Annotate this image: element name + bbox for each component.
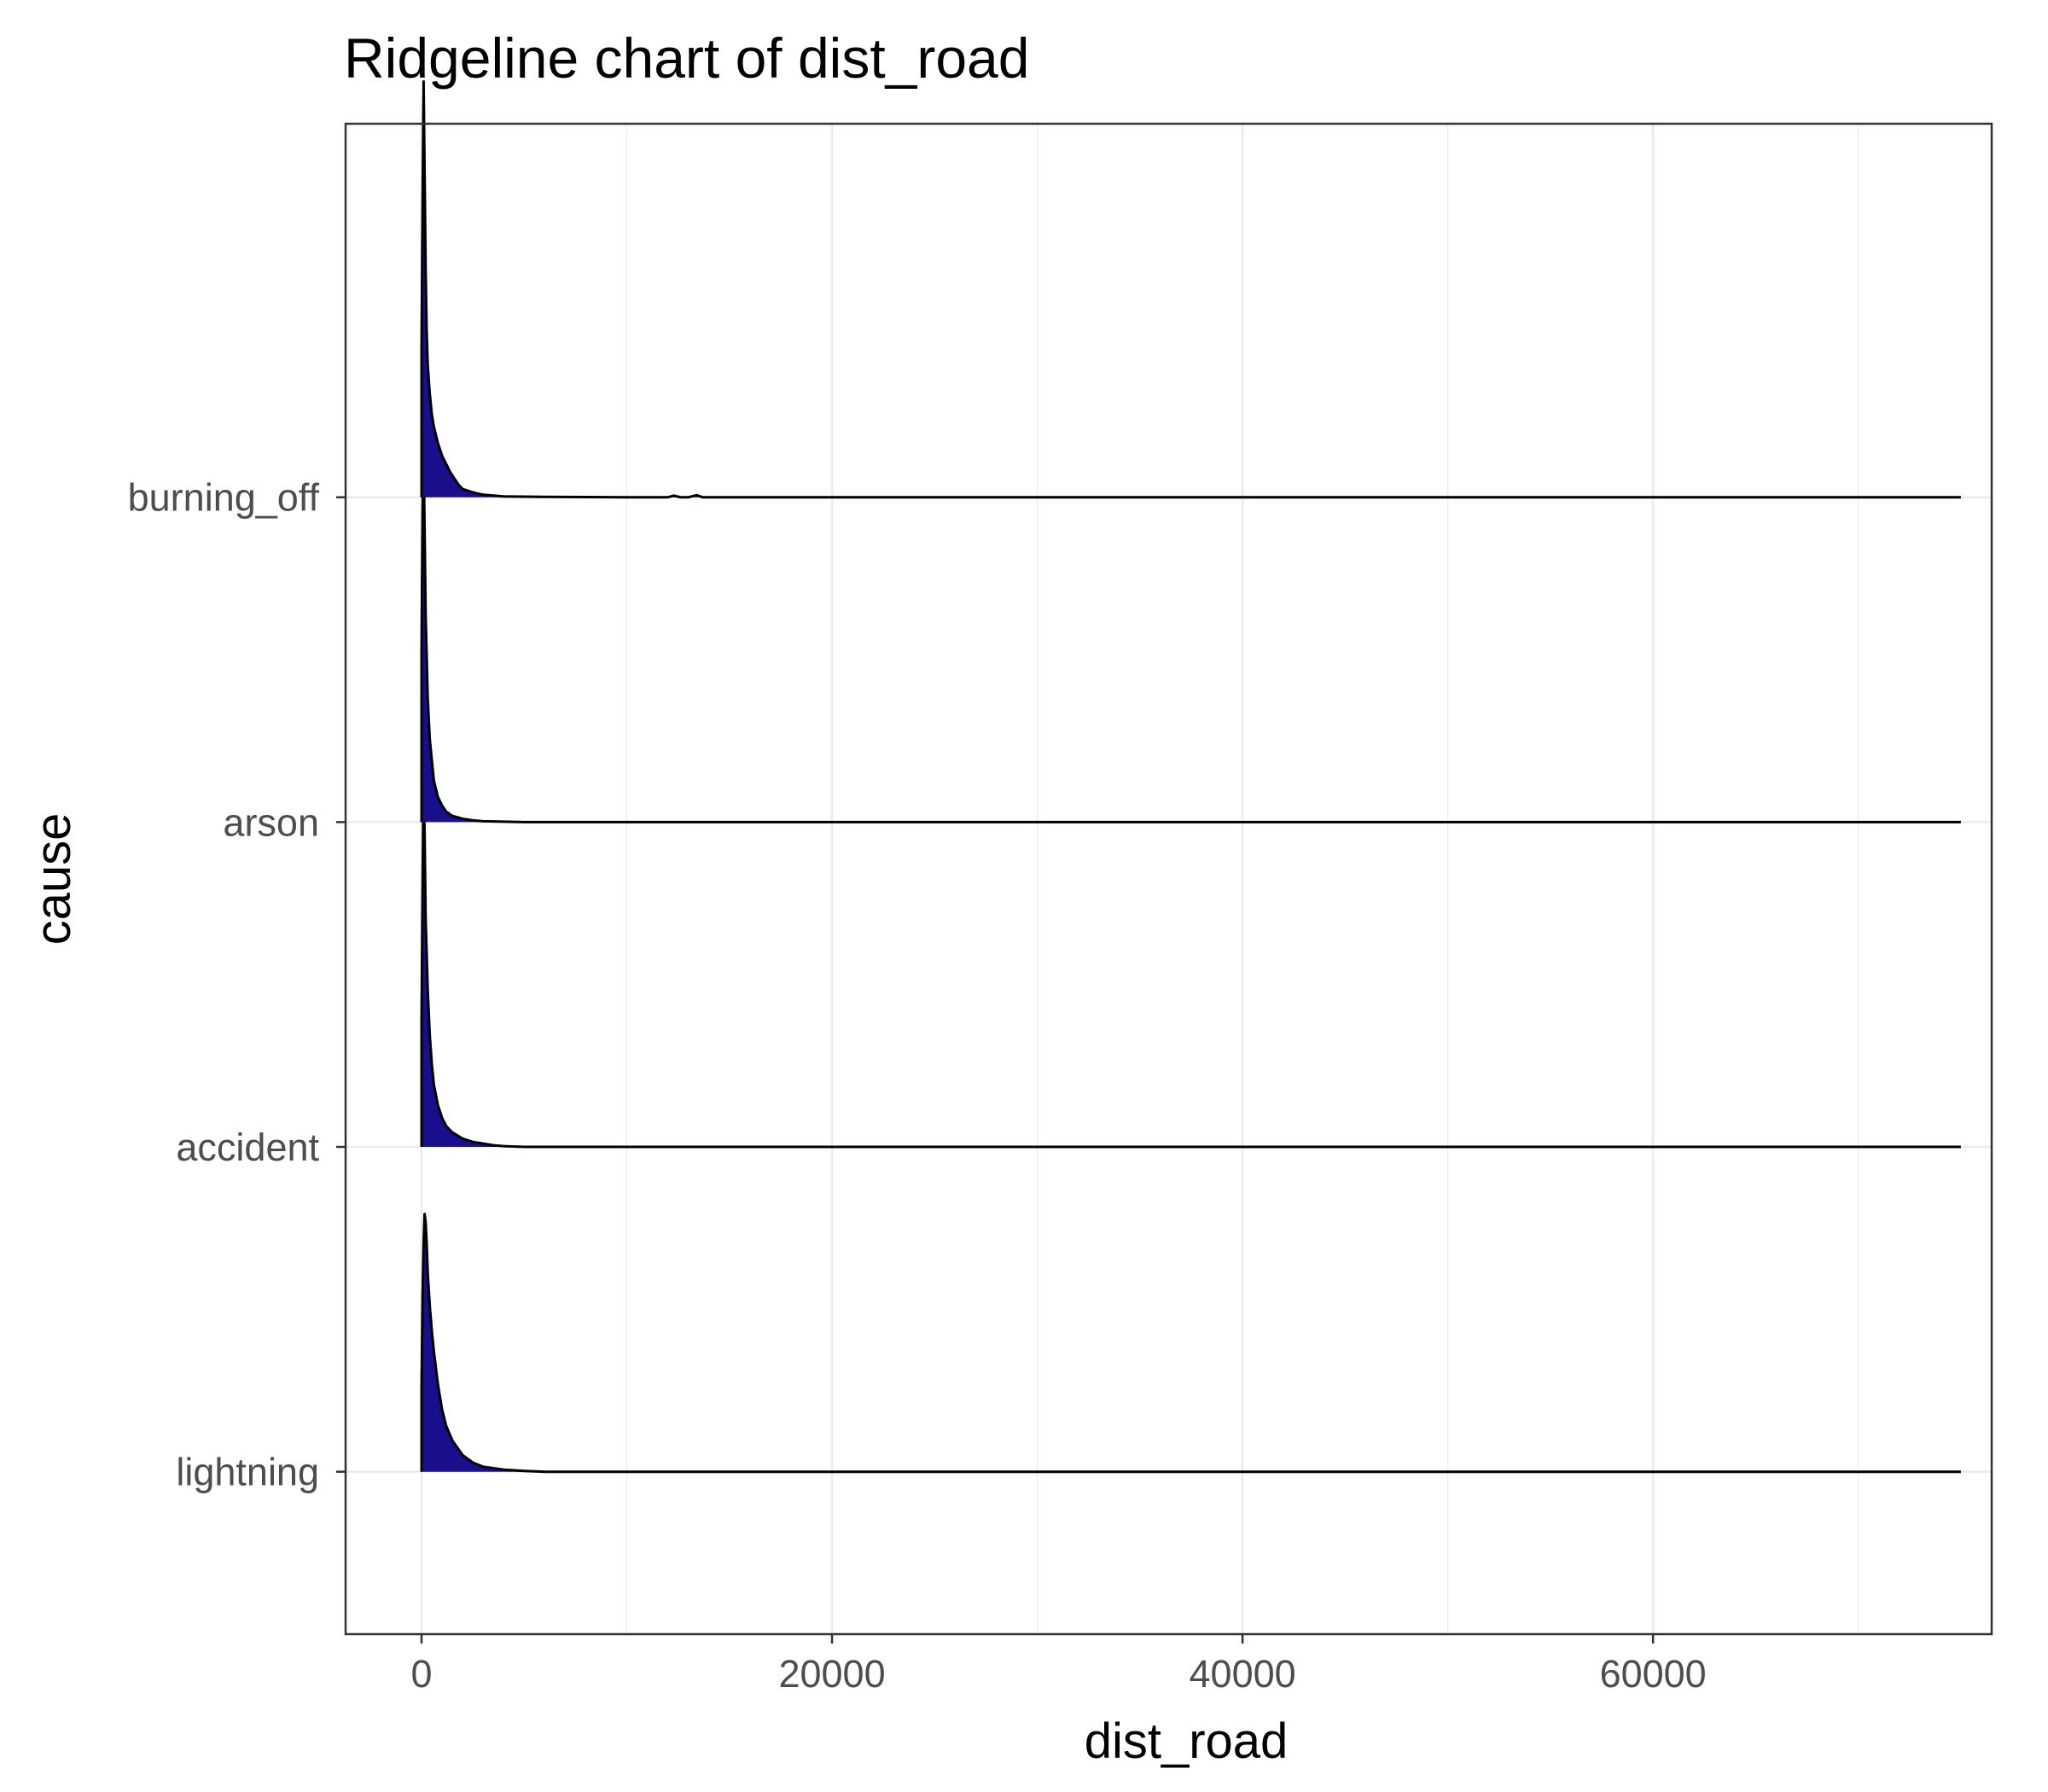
y-axis-title: cause (26, 813, 81, 945)
y-tick-label-accident: accident (176, 1126, 319, 1169)
ridge-outline-lightning (420, 1213, 1961, 1474)
x-tick-label: 40000 (1190, 1652, 1296, 1696)
y-tick-label-burning_off: burning_off (128, 476, 320, 520)
plot-border (344, 122, 1993, 1636)
plot-panel (346, 124, 1992, 1634)
x-tick-label: 20000 (778, 1652, 885, 1696)
x-tick-label: 60000 (1600, 1652, 1707, 1696)
x-axis: 0 20000 40000 60000 (410, 1634, 1707, 1696)
y-tick-label-lightning: lightning (176, 1451, 319, 1494)
x-tick-label: 0 (410, 1652, 432, 1696)
x-axis-title: dist_road (1085, 1713, 1289, 1769)
ridge-outline-burning_off (420, 80, 1961, 499)
ridges (420, 80, 1961, 1474)
y-tick-label-arson: arson (223, 800, 319, 844)
chart-title: Ridgeline chart of dist_road (344, 26, 1029, 90)
